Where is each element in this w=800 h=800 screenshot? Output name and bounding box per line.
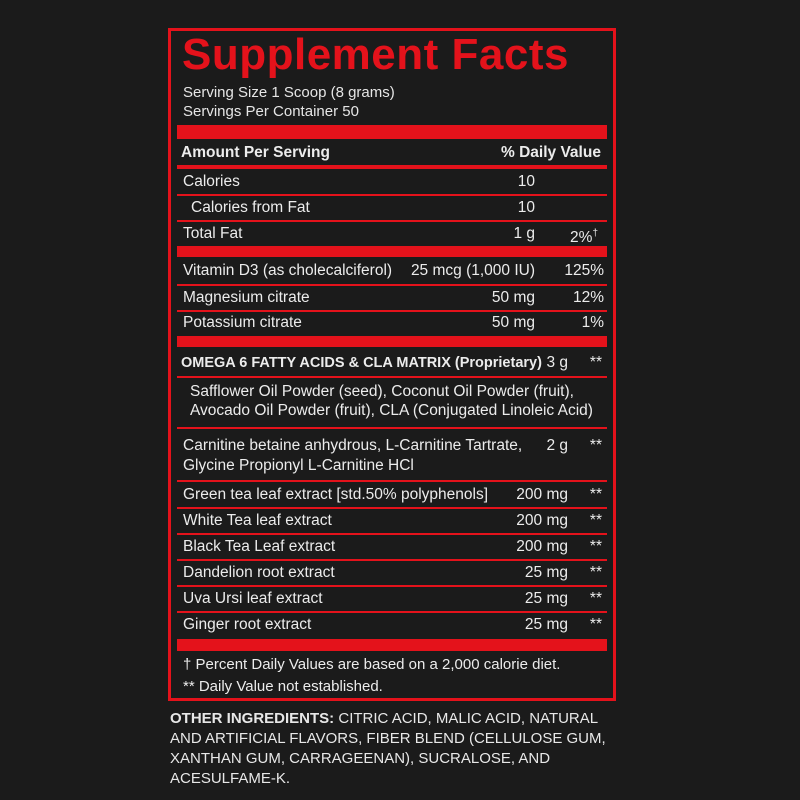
row-amount: 50 mg xyxy=(491,314,535,331)
row-amount: 1 g xyxy=(513,225,535,242)
blend-ingredients-line2: Avocado Oil Powder (fruit), CLA (Conjuga… xyxy=(190,402,593,419)
row-amount: 50 mg xyxy=(491,289,535,306)
row-divider xyxy=(177,376,607,378)
row-name: Vitamin D3 (as cholecalciferol) xyxy=(183,262,393,279)
row-name-line2: Glycine Propionyl L-Carnitine HCl xyxy=(183,457,414,474)
other-ingredients-text: CITRIC ACID, MALIC ACID, NATURAL AND ART… xyxy=(170,710,606,787)
row-dv: ** xyxy=(589,486,602,503)
row-name: Black Tea Leaf extract xyxy=(183,538,336,555)
row-amount: 200 mg xyxy=(516,512,568,529)
row-dv: 125% xyxy=(564,262,604,279)
row-name-proprietary: OMEGA 6 FATTY ACIDS & CLA MATRIX (Propri… xyxy=(181,355,542,371)
servings-per-container: Servings Per Container 50 xyxy=(183,103,359,120)
footnote-dv-not-established: ** Daily Value not established. xyxy=(183,678,383,695)
row-dv: ** xyxy=(589,512,602,529)
row-divider xyxy=(177,507,607,509)
supplement-facts-panel xyxy=(168,28,616,701)
row-dv: 1% xyxy=(581,314,604,331)
row-amount: 10 xyxy=(517,199,535,216)
amount-per-serving-header: Amount Per Serving xyxy=(181,144,330,161)
row-name: Green tea leaf extract [std.50% polyphen… xyxy=(183,486,489,503)
row-dv: 12% xyxy=(572,289,604,306)
row-amount: 25 mg xyxy=(524,564,568,581)
row-name: Dandelion root extract xyxy=(183,564,335,581)
serving-size: Serving Size 1 Scoop (8 grams) xyxy=(183,84,395,101)
row-dv: 2%† xyxy=(540,225,598,247)
row-divider xyxy=(177,427,607,429)
row-dv: ** xyxy=(589,564,602,581)
row-name: Calories xyxy=(183,173,240,190)
row-divider xyxy=(177,194,607,196)
thick-divider xyxy=(177,336,607,347)
row-divider xyxy=(177,559,607,561)
row-amount: 10 xyxy=(517,173,535,190)
row-dv: ** xyxy=(589,538,602,555)
dagger-mark: † xyxy=(592,228,598,239)
row-amount: 200 mg xyxy=(516,486,568,503)
row-divider xyxy=(177,533,607,535)
row-amount: 25 mcg (1,000 IU) xyxy=(410,262,535,279)
row-divider xyxy=(177,220,607,222)
divider xyxy=(177,165,607,169)
row-amount: 25 mg xyxy=(524,616,568,633)
row-amount: 25 mg xyxy=(524,590,568,607)
row-divider xyxy=(177,585,607,587)
row-amount: 200 mg xyxy=(516,538,568,555)
row-amount: 3 g xyxy=(546,354,568,371)
blend-ingredients-line1: Safflower Oil Powder (seed), Coconut Oil… xyxy=(190,383,574,400)
row-dv: ** xyxy=(589,354,602,371)
thick-divider xyxy=(177,639,607,651)
row-name: Carnitine betaine anhydrous, L-Carnitine… xyxy=(183,437,523,454)
row-divider xyxy=(177,310,607,312)
thick-divider xyxy=(177,246,607,257)
daily-value-header: % Daily Value xyxy=(501,144,601,161)
row-dv-value: 2% xyxy=(570,229,593,247)
row-name: Magnesium citrate xyxy=(183,289,310,306)
footnote-percent-dv: † Percent Daily Values are based on a 2,… xyxy=(183,656,561,673)
other-ingredients: OTHER INGREDIENTS: CITRIC ACID, MALIC AC… xyxy=(170,709,620,789)
row-divider xyxy=(177,611,607,613)
row-dv: ** xyxy=(589,437,602,454)
row-name: Calories from Fat xyxy=(191,199,310,216)
row-name: Potassium citrate xyxy=(183,314,302,331)
label-title: Supplement Facts xyxy=(182,30,569,79)
row-dv: ** xyxy=(589,616,602,633)
other-ingredients-label: OTHER INGREDIENTS: xyxy=(170,710,335,727)
row-name: Total Fat xyxy=(183,225,243,242)
thick-divider xyxy=(177,125,607,139)
row-name: White Tea leaf extract xyxy=(183,512,332,529)
row-divider xyxy=(177,480,607,482)
row-name: Ginger root extract xyxy=(183,616,312,633)
row-dv: ** xyxy=(589,590,602,607)
row-amount: 2 g xyxy=(546,437,568,454)
row-name: Uva Ursi leaf extract xyxy=(183,590,323,607)
row-divider xyxy=(177,284,607,286)
